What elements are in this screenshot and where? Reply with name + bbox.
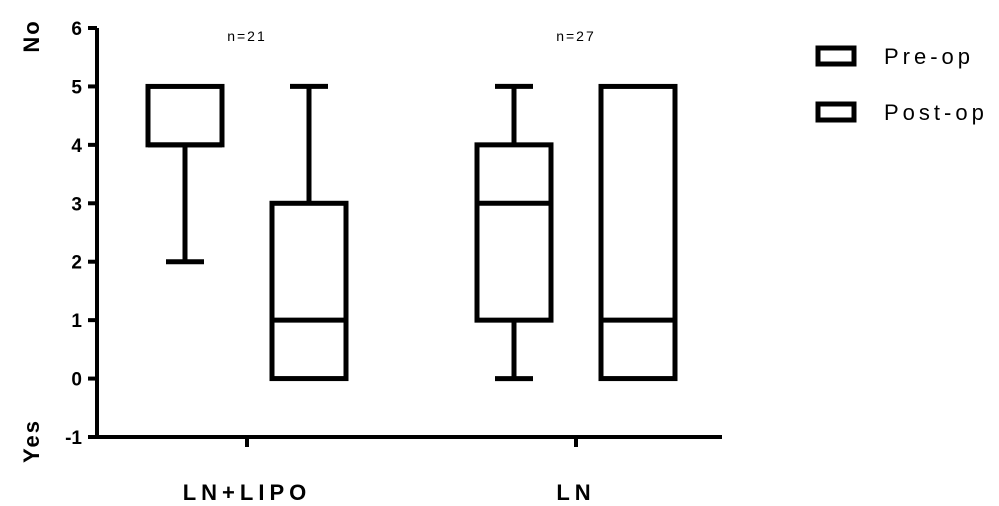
y-tick-label: 4 bbox=[71, 136, 82, 157]
category-label: LN+LIPO bbox=[183, 480, 312, 505]
y-tick-label: 0 bbox=[71, 370, 82, 391]
y-tick-label: 6 bbox=[71, 19, 82, 40]
y-tick-label: 1 bbox=[71, 311, 82, 332]
y-tick-label: 2 bbox=[71, 253, 82, 274]
y-end-label-bottom: Yes bbox=[19, 419, 44, 463]
legend-label: Post-op bbox=[884, 100, 988, 125]
legend-item: Post-op bbox=[815, 100, 988, 125]
boxes bbox=[145, 83, 678, 382]
legend-swatch bbox=[815, 101, 857, 123]
legend-label: Pre-op bbox=[884, 44, 974, 69]
y-tick-label: 5 bbox=[71, 77, 82, 98]
box-post-op-0 bbox=[269, 83, 349, 382]
category-label: LN bbox=[556, 480, 595, 505]
axes: -1 0 1 2 3 4 5 6 bbox=[65, 19, 722, 449]
legend: Pre-op Post-op bbox=[815, 44, 988, 125]
box-iqr bbox=[269, 200, 349, 382]
sample-size-label: n=27 bbox=[556, 28, 596, 44]
box-iqr bbox=[474, 142, 554, 323]
labels: No Yes LN+LIPO n=21 LN n=27 bbox=[19, 19, 596, 505]
y-tick-label: -1 bbox=[65, 428, 82, 449]
box-iqr bbox=[145, 83, 225, 148]
box-pre-op-0 bbox=[145, 83, 225, 265]
box-pre-op-1 bbox=[474, 83, 554, 382]
legend-swatch bbox=[815, 45, 857, 67]
legend-item: Pre-op bbox=[815, 44, 974, 69]
y-end-label-top: No bbox=[19, 19, 44, 52]
y-tick-label: 3 bbox=[71, 194, 82, 215]
sample-size-label: n=21 bbox=[227, 28, 267, 44]
box-post-op-1 bbox=[598, 83, 678, 382]
box-iqr bbox=[598, 83, 678, 382]
